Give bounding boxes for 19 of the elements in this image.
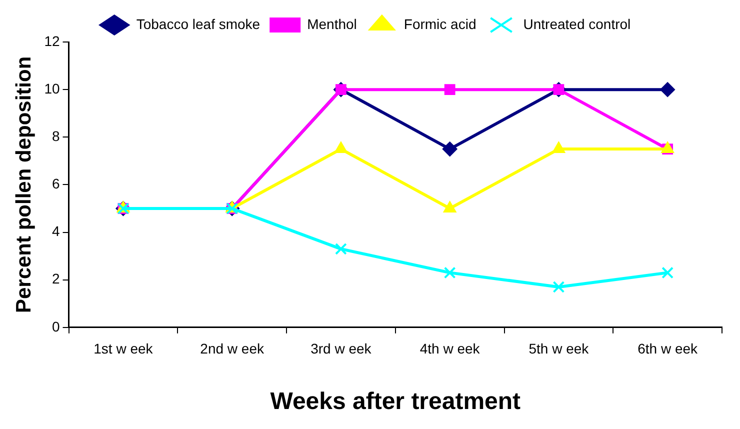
legend-label: Formic acid — [404, 16, 476, 32]
y-axis-title: Percent pollen deposition — [12, 56, 36, 314]
x-axis-title: Weeks after treatment — [270, 388, 521, 416]
y-tick-label: 0 — [52, 318, 60, 334]
y-tick-label: 10 — [44, 80, 60, 96]
legend-label: Menthol — [307, 16, 357, 32]
y-tick-label: 4 — [52, 223, 60, 240]
x-tick-label: 3rd w eek — [310, 340, 372, 357]
x-tick-label: 1st w eek — [94, 340, 154, 357]
y-tick-label: 8 — [52, 128, 60, 144]
y-tick-label: 12 — [44, 32, 60, 49]
x-tick-label: 2nd w eek — [200, 340, 265, 357]
x-tick-label: 5th w eek — [528, 340, 590, 357]
legend-label: Untreated control — [523, 16, 631, 32]
y-tick-label: 2 — [52, 270, 60, 287]
x-tick-label: 4th w eek — [420, 340, 481, 357]
x-tick-label: 6th w eek — [638, 340, 699, 357]
legend-label: Tobacco leaf smoke — [136, 16, 260, 32]
y-tick-label: 6 — [52, 176, 60, 192]
